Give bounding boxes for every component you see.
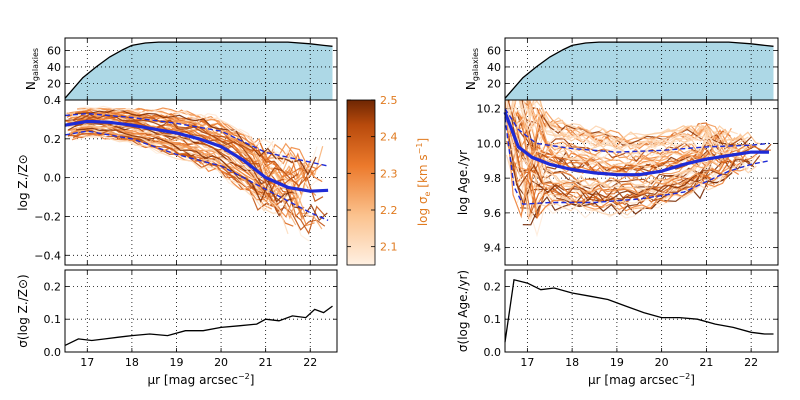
- colorbar-tick-label: 2.5: [380, 94, 398, 107]
- y-tick-label: 0.0: [484, 346, 502, 359]
- age-panel: 9.4 9.6 9.8 10.0 10.2 log Age./yr: [456, 99, 779, 266]
- galaxy-profile-line: [518, 148, 745, 195]
- y-tick-label: 10.0: [477, 137, 502, 150]
- x-tick-label: 21: [259, 356, 273, 369]
- ngal-right-panel: 20 40 60 Ngalaxies: [464, 37, 779, 101]
- metallicity-scatter-panel: 17 18 19 20 21 22 0.0 0.1 0.2 σ(log Z./Z⊙) μr [mag…: [16, 269, 338, 387]
- main-ylabel: log Age./yr: [456, 150, 470, 215]
- scatter-ylabel: σ(log Age./yr): [456, 270, 470, 352]
- upper-spread-line: [64, 112, 329, 167]
- galaxy-profile-line: [521, 100, 752, 151]
- scatter-line: [504, 278, 774, 343]
- scatter-ylabel: σ(log Z./Z⊙): [16, 274, 30, 347]
- galaxy-profile-line: [76, 127, 293, 203]
- x-tick-label: 17: [80, 356, 94, 369]
- ngal-ylabel: Ngalaxies: [24, 48, 40, 90]
- x-tick-label: 19: [610, 356, 624, 369]
- main-ylabel: log Z./Z⊙: [16, 154, 30, 210]
- galaxy-profile-line: [506, 100, 749, 155]
- galaxy-profile-line: [516, 140, 751, 188]
- y-tick-label: 9.6: [484, 207, 502, 220]
- y-tick-label: 40: [47, 61, 61, 74]
- upper-spread-line: [504, 108, 770, 153]
- y-tick-label: 0.1: [484, 313, 502, 326]
- x-tick-label: 22: [744, 356, 758, 369]
- galaxy-profile-line: [79, 135, 289, 235]
- y-tick-label: 9.8: [484, 172, 502, 185]
- galaxy-profile-line: [65, 117, 299, 194]
- ngal-ylabel: Ngalaxies: [464, 48, 480, 90]
- galaxy-profile-line: [73, 114, 299, 180]
- y-tick-label: −0.2: [34, 210, 61, 223]
- galaxy-profile-line: [76, 123, 278, 194]
- galaxy-profile-line: [512, 134, 715, 219]
- galaxy-profile-line: [75, 122, 285, 199]
- y-tick-label: 20: [47, 77, 61, 90]
- y-tick-label: 0.2: [44, 133, 62, 146]
- scatter-frame: [64, 269, 338, 353]
- galaxy-profile-line: [513, 148, 764, 223]
- lower-spread-line: [504, 117, 770, 205]
- galaxy-profile-line: [515, 129, 726, 199]
- y-tick-label: 0.4: [44, 94, 62, 107]
- galaxy-profile-line: [506, 110, 750, 174]
- ngal-left-panel: 20 40 60 Ngalaxies: [24, 37, 338, 101]
- lower-spread-line: [64, 130, 329, 222]
- mean-profile-line: [503, 111, 769, 177]
- mean-profile-line: [64, 119, 329, 193]
- colorbar-gradient: [346, 99, 376, 266]
- colorbar: 2.1 2.2 2.3 2.4 2.5 log σe [km s−1]: [346, 94, 432, 266]
- x-tick-label: 20: [214, 356, 228, 369]
- y-tick-label: 20: [487, 77, 501, 90]
- x-tick-label: 17: [520, 356, 534, 369]
- galaxy-lines: [505, 100, 772, 238]
- y-tick-label: 0.2: [484, 280, 502, 293]
- colorbar-tick-label: 2.2: [380, 204, 398, 217]
- galaxy-profile-line: [521, 142, 724, 193]
- y-tick-label: 60: [487, 44, 501, 57]
- y-tick-label: 0.1: [44, 313, 62, 326]
- y-tick-label: 9.4: [484, 242, 502, 255]
- galaxy-profile-line: [521, 100, 732, 143]
- x-tick-label: 20: [655, 356, 669, 369]
- galaxy-profile-line: [509, 100, 728, 141]
- galaxy-profile-line: [522, 153, 725, 178]
- galaxy-profile-line: [511, 100, 738, 168]
- y-tick-label: 0.2: [44, 280, 62, 293]
- x-tick-label: 18: [125, 356, 139, 369]
- main-frame: [64, 99, 338, 266]
- x-tick-label: 19: [169, 356, 183, 369]
- metallicity-panel: −0.4 −0.2 0.0 0.2 0.4 log Z./Z⊙: [16, 94, 338, 266]
- scatter-line: [64, 305, 333, 346]
- y-tick-label: 60: [47, 44, 61, 57]
- y-tick-label: 0.0: [44, 172, 62, 185]
- age-scatter-panel: 17 18 19 20 21 22 0.0 0.1 0.2 σ(log Age./yr) μr [m…: [456, 269, 779, 387]
- main-frame: [504, 99, 779, 266]
- y-tick-label: 40: [487, 61, 501, 74]
- galaxy-profile-line: [79, 105, 297, 169]
- x-axis-label: μr [mag arcsec−2]: [148, 372, 255, 387]
- colorbar-tick-label: 2.4: [380, 131, 398, 144]
- galaxy-profile-line: [505, 100, 740, 219]
- galaxy-profile-line: [514, 171, 709, 207]
- galaxy-profile-line: [514, 117, 725, 159]
- galaxy-profile-line: [520, 100, 738, 150]
- x-tick-label: 18: [565, 356, 579, 369]
- x-axis-label: μr [mag arcsec−2]: [588, 372, 695, 387]
- y-tick-label: 10.2: [477, 103, 502, 116]
- x-tick-label: 22: [303, 356, 317, 369]
- x-tick-label: 21: [699, 356, 713, 369]
- ngal-fill: [65, 42, 333, 100]
- colorbar-tick-label: 2.3: [380, 167, 398, 180]
- galaxy-profile-line: [518, 107, 713, 152]
- galaxy-profile-line: [522, 172, 733, 226]
- ngal-fill: [505, 42, 774, 100]
- colorbar-label: log σe [km s−1]: [415, 138, 432, 226]
- y-tick-label: −0.4: [34, 249, 61, 262]
- y-tick-label: 0.0: [44, 346, 62, 359]
- colorbar-tick-label: 2.1: [380, 241, 398, 254]
- scatter-frame: [504, 269, 779, 353]
